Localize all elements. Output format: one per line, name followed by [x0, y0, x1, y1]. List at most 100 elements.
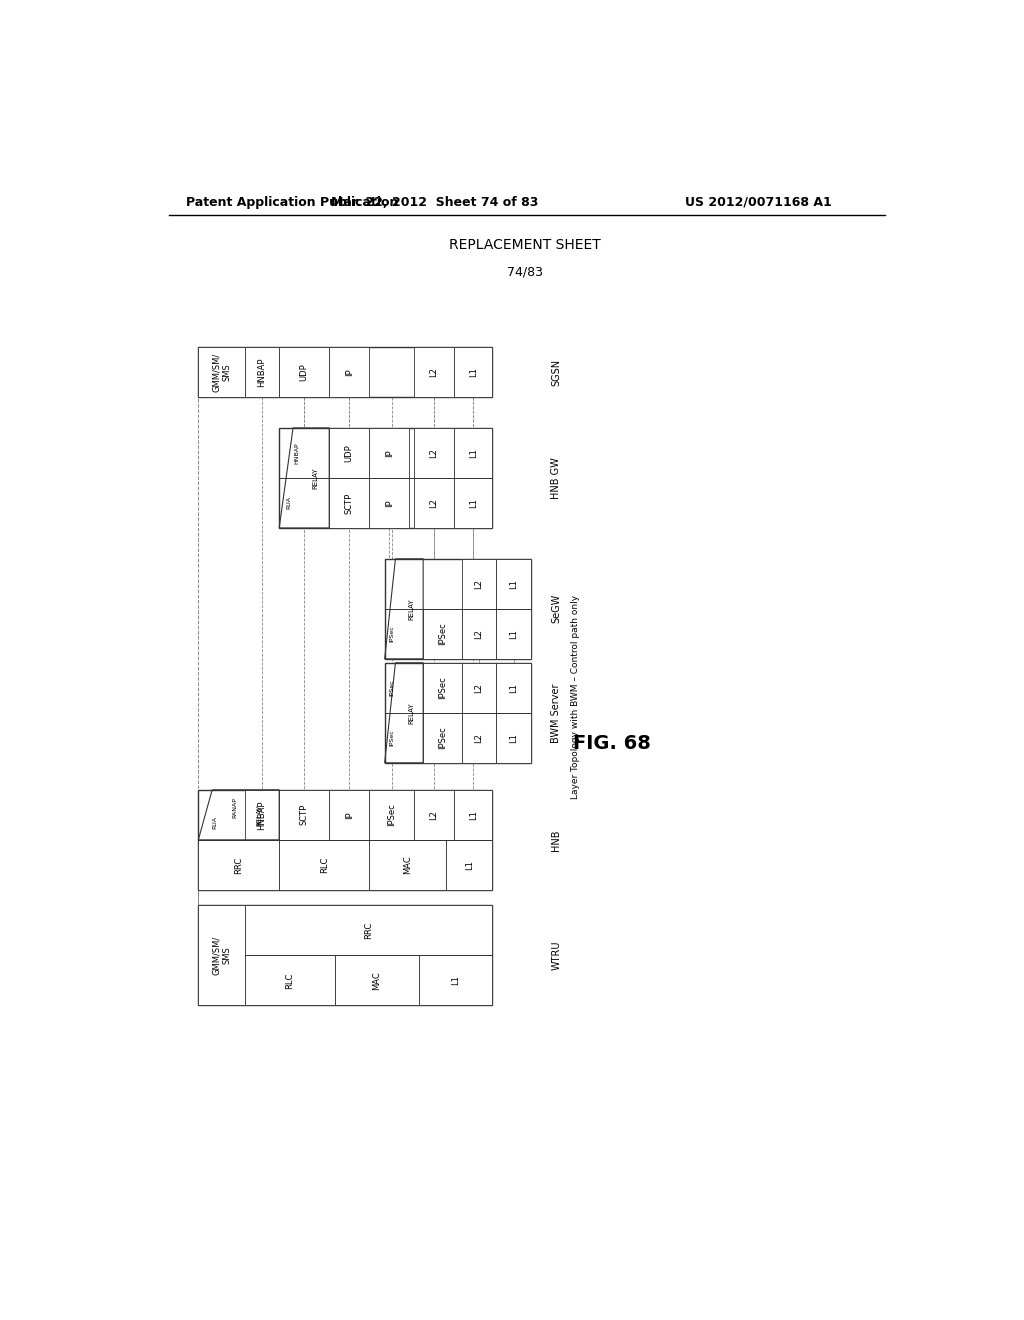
Text: L1: L1	[509, 682, 518, 693]
Text: IP: IP	[385, 449, 394, 457]
Text: Patent Application Publication: Patent Application Publication	[186, 195, 398, 209]
Text: L1: L1	[469, 367, 478, 378]
Bar	[497, 609, 531, 659]
Bar	[280, 840, 370, 890]
Text: HNB GW: HNB GW	[551, 457, 561, 499]
Bar	[245, 906, 493, 956]
Bar	[414, 478, 454, 528]
Text: L1: L1	[469, 498, 478, 508]
Text: IPSec: IPSec	[390, 626, 395, 643]
Bar	[462, 713, 497, 763]
Text: L2: L2	[474, 682, 483, 693]
Text: GMM/SM/
SMS: GMM/SM/ SMS	[212, 352, 231, 392]
Text: L1: L1	[465, 859, 474, 870]
Text: HNB: HNB	[551, 829, 561, 850]
Text: SeGW: SeGW	[551, 594, 561, 623]
Text: IPSec: IPSec	[438, 623, 446, 645]
Bar	[330, 347, 370, 397]
Text: BWM Server: BWM Server	[551, 682, 561, 743]
Bar	[497, 713, 531, 763]
Text: REPLACEMENT SHEET: REPLACEMENT SHEET	[449, 239, 601, 252]
Text: L1: L1	[509, 579, 518, 589]
Text: Mar. 22, 2012  Sheet 74 of 83: Mar. 22, 2012 Sheet 74 of 83	[331, 195, 539, 209]
Bar	[335, 956, 419, 1006]
Text: L2: L2	[429, 447, 438, 458]
Bar	[423, 663, 462, 713]
Text: US 2012/0071168 A1: US 2012/0071168 A1	[685, 195, 831, 209]
Text: L2: L2	[474, 733, 483, 743]
Text: L2: L2	[429, 367, 438, 378]
Text: RUA: RUA	[287, 496, 292, 510]
Bar	[330, 428, 370, 478]
Text: RRC: RRC	[364, 921, 373, 939]
Text: IP: IP	[345, 810, 353, 818]
Bar	[199, 906, 493, 1006]
Text: MAC: MAC	[403, 855, 413, 874]
Text: RLC: RLC	[285, 973, 294, 989]
Bar	[245, 789, 280, 840]
Text: SCTP: SCTP	[300, 804, 308, 825]
Text: L1: L1	[509, 733, 518, 743]
Text: GMM/SM/
SMS: GMM/SM/ SMS	[212, 936, 231, 975]
Text: HNBAP: HNBAP	[257, 800, 266, 829]
Text: RUA: RUA	[212, 816, 217, 829]
Bar	[385, 558, 531, 659]
Text: IPSec: IPSec	[390, 680, 395, 696]
Bar	[454, 428, 493, 478]
Bar	[199, 840, 280, 890]
Text: IPSec: IPSec	[438, 726, 446, 750]
Bar	[199, 789, 493, 890]
Bar	[245, 956, 335, 1006]
Bar	[462, 558, 497, 609]
Bar	[414, 347, 454, 397]
Text: RANAP: RANAP	[232, 797, 238, 818]
Bar	[497, 663, 531, 713]
Text: RELAY: RELAY	[312, 467, 318, 488]
Bar	[370, 840, 446, 890]
Text: L2: L2	[474, 579, 483, 589]
Bar	[462, 663, 497, 713]
Text: IPSec: IPSec	[438, 676, 446, 700]
Bar	[370, 789, 414, 840]
Text: L1: L1	[509, 628, 518, 639]
Bar	[385, 663, 531, 763]
Text: L2: L2	[474, 628, 483, 639]
Text: Layer Topology with BWM – Control path only: Layer Topology with BWM – Control path o…	[571, 595, 581, 800]
Text: RELAY: RELAY	[409, 702, 415, 723]
Bar	[370, 428, 410, 478]
Text: IP: IP	[385, 499, 394, 507]
Bar	[419, 956, 493, 1006]
Text: HNBAP: HNBAP	[257, 358, 266, 387]
Bar	[199, 347, 245, 397]
Text: SCTP: SCTP	[345, 492, 353, 513]
Text: IPSec: IPSec	[387, 804, 396, 826]
Text: RELAY: RELAY	[409, 598, 415, 619]
Text: RLC: RLC	[319, 857, 329, 873]
Text: IP: IP	[345, 368, 353, 376]
Bar	[423, 713, 462, 763]
Text: L2: L2	[429, 810, 438, 820]
Bar	[454, 478, 493, 528]
Bar	[330, 789, 370, 840]
Text: RELAY: RELAY	[256, 804, 262, 825]
Bar	[245, 347, 280, 397]
Bar	[280, 347, 330, 397]
Bar	[454, 347, 493, 397]
Bar	[370, 478, 410, 528]
Bar	[454, 789, 493, 840]
Bar	[414, 789, 454, 840]
Bar	[199, 906, 245, 1006]
Text: UDP: UDP	[300, 363, 308, 381]
Bar	[497, 558, 531, 609]
Text: MAC: MAC	[373, 972, 382, 990]
Bar	[414, 428, 454, 478]
Text: RRC: RRC	[234, 857, 244, 874]
Bar	[462, 609, 497, 659]
Text: SGSN: SGSN	[551, 359, 561, 385]
Text: FIG. 68: FIG. 68	[572, 734, 650, 754]
Bar	[330, 478, 370, 528]
Text: WTRU: WTRU	[551, 941, 561, 970]
Bar	[280, 789, 330, 840]
Text: L1: L1	[452, 975, 461, 985]
Text: 74/83: 74/83	[507, 265, 543, 279]
